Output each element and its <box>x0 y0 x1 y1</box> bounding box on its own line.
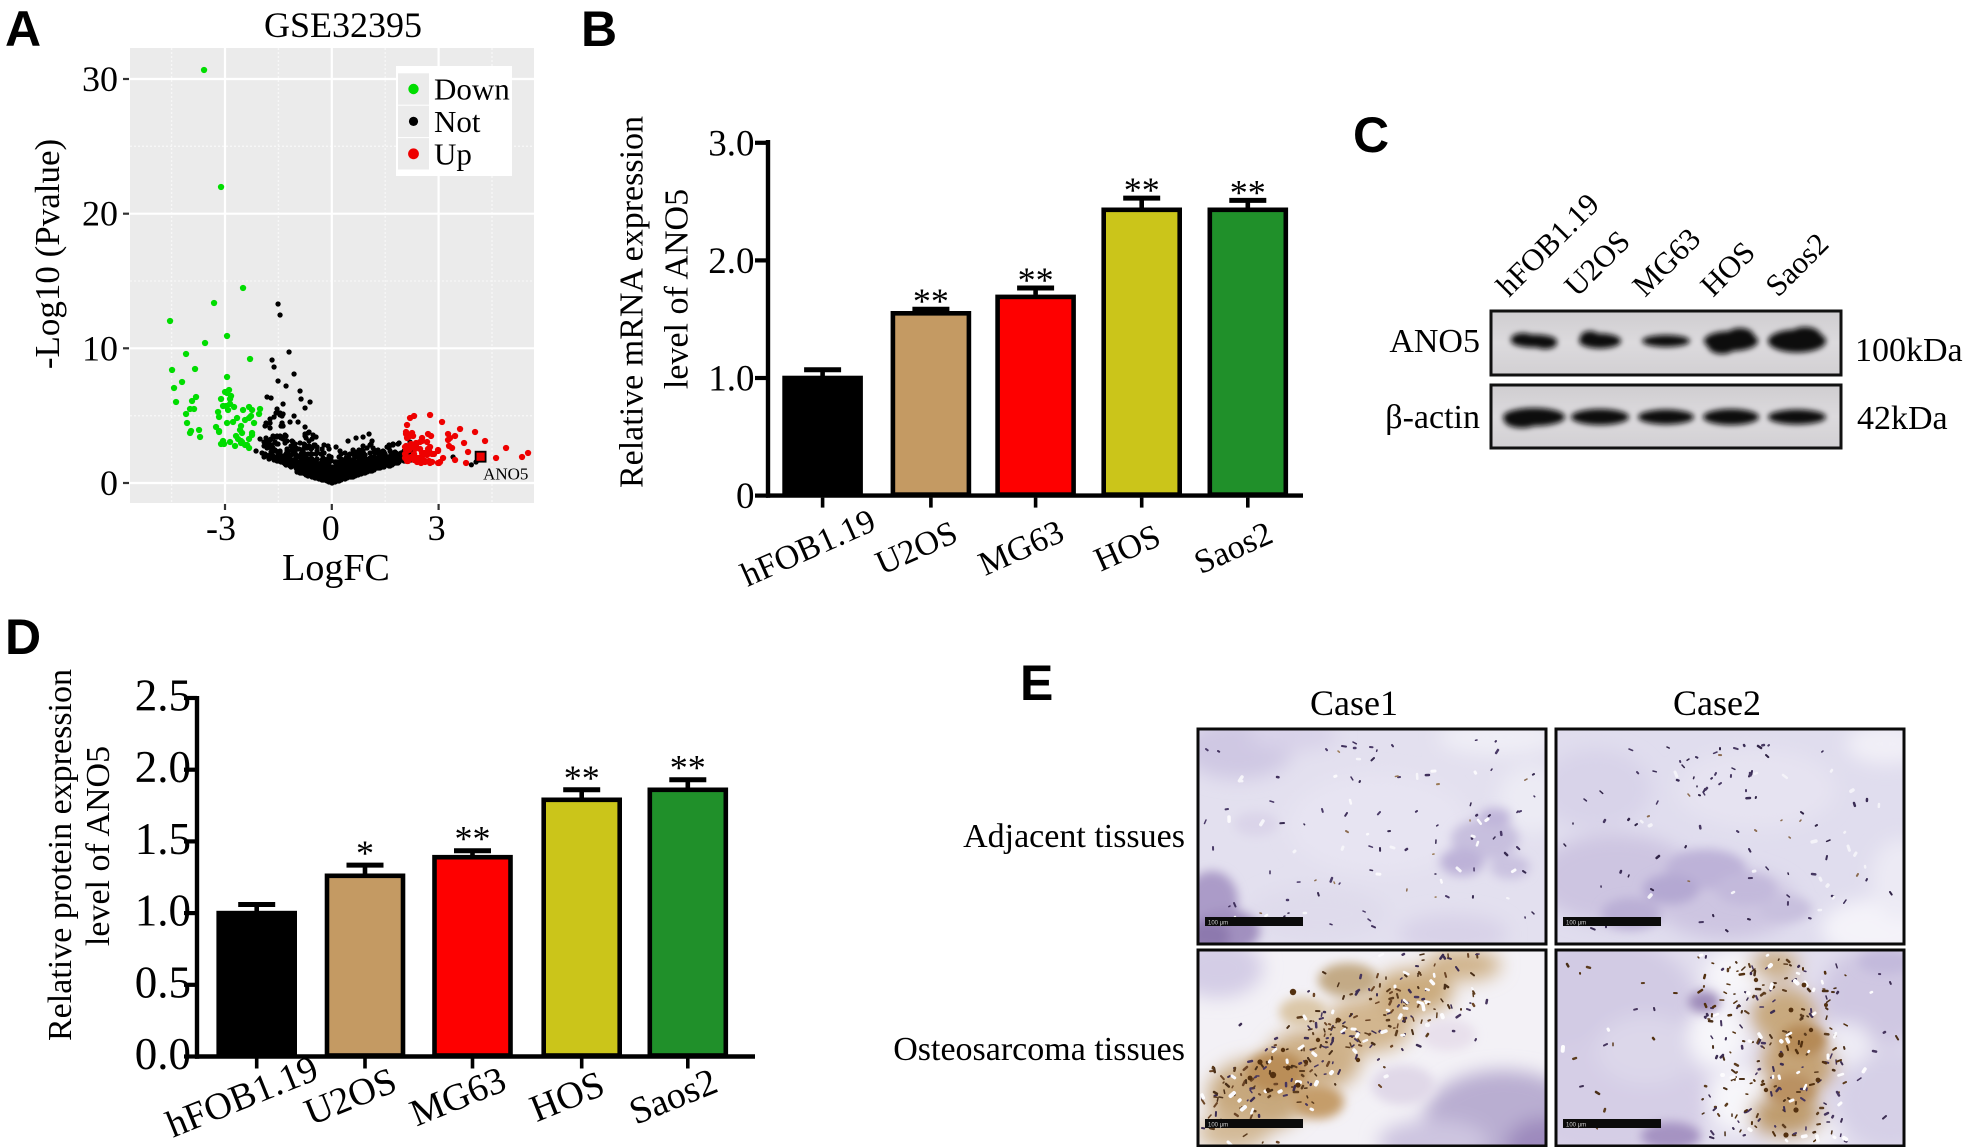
svg-text:Down: Down <box>434 72 510 107</box>
svg-text:level of ANO5: level of ANO5 <box>659 189 696 389</box>
svg-text:100 μm: 100 μm <box>1208 1123 1228 1129</box>
svg-text:100 μm: 100 μm <box>1566 921 1586 927</box>
svg-text:Up: Up <box>434 136 472 171</box>
svg-text:0: 0 <box>100 463 118 503</box>
svg-text:2.5: 2.5 <box>135 671 191 721</box>
svg-text:1.0: 1.0 <box>708 359 754 400</box>
svg-text:**: ** <box>670 748 706 788</box>
svg-text:level of ANO5: level of ANO5 <box>80 746 117 946</box>
svg-text:0.5: 0.5 <box>135 957 191 1007</box>
svg-text:Osteosarcoma tissues: Osteosarcoma tissues <box>893 1031 1185 1068</box>
svg-text:0: 0 <box>736 476 755 517</box>
svg-text:Saos2: Saos2 <box>1758 226 1835 303</box>
svg-text:β-actin: β-actin <box>1385 399 1480 436</box>
svg-text:-Log10 (Pvalue): -Log10 (Pvalue) <box>28 139 67 369</box>
svg-text:**: ** <box>455 819 491 859</box>
svg-text:Not: Not <box>434 104 481 139</box>
svg-text:**: ** <box>913 281 949 321</box>
svg-text:GSE32395: GSE32395 <box>264 5 422 45</box>
svg-text:C: C <box>1353 107 1389 163</box>
svg-text:**: ** <box>1124 170 1160 210</box>
svg-text:1.5: 1.5 <box>135 814 191 864</box>
svg-text:MG63: MG63 <box>404 1059 512 1135</box>
svg-text:**: ** <box>1018 260 1054 300</box>
svg-text:20: 20 <box>82 194 118 234</box>
svg-text:Saos2: Saos2 <box>1189 515 1278 582</box>
svg-text:100 μm: 100 μm <box>1208 921 1228 927</box>
svg-text:42kDa: 42kDa <box>1857 400 1948 437</box>
svg-text:ANO5: ANO5 <box>1389 323 1480 360</box>
svg-text:Saos2: Saos2 <box>623 1060 723 1133</box>
svg-text:MG63: MG63 <box>973 513 1069 583</box>
svg-text:Relative mRNA expression: Relative mRNA expression <box>614 116 651 488</box>
svg-text:3: 3 <box>428 508 446 548</box>
svg-text:Relative protein expression: Relative protein expression <box>42 669 79 1041</box>
svg-text:2.0: 2.0 <box>135 742 191 792</box>
svg-text:Case2: Case2 <box>1673 683 1761 723</box>
svg-text:100kDa: 100kDa <box>1855 332 1963 369</box>
svg-text:A: A <box>5 1 41 57</box>
svg-text:Case1: Case1 <box>1310 683 1398 723</box>
svg-text:0.0: 0.0 <box>135 1029 191 1079</box>
svg-text:1.0: 1.0 <box>135 886 191 936</box>
svg-text:30: 30 <box>82 59 118 99</box>
svg-text:HOS: HOS <box>1089 518 1166 579</box>
svg-text:HOS: HOS <box>524 1063 610 1130</box>
svg-text:100 μm: 100 μm <box>1566 1123 1586 1129</box>
svg-text:**: ** <box>1230 172 1266 212</box>
svg-text:0: 0 <box>322 508 340 548</box>
svg-text:U2OS: U2OS <box>870 514 963 582</box>
svg-text:**: ** <box>564 758 600 798</box>
svg-text:MG63: MG63 <box>1625 221 1707 303</box>
svg-text:E: E <box>1020 655 1053 711</box>
svg-text:3.0: 3.0 <box>708 123 754 164</box>
svg-text:B: B <box>581 1 617 57</box>
svg-text:hFOB1.19: hFOB1.19 <box>736 502 881 594</box>
svg-text:Adjacent tissues: Adjacent tissues <box>963 818 1185 855</box>
svg-text:ANO5: ANO5 <box>483 465 528 484</box>
svg-text:D: D <box>5 609 41 665</box>
svg-text:2.0: 2.0 <box>708 241 754 282</box>
svg-text:LogFC: LogFC <box>282 547 390 589</box>
svg-text:*: * <box>356 833 374 873</box>
svg-text:-3: -3 <box>206 508 236 548</box>
svg-text:10: 10 <box>82 328 118 368</box>
